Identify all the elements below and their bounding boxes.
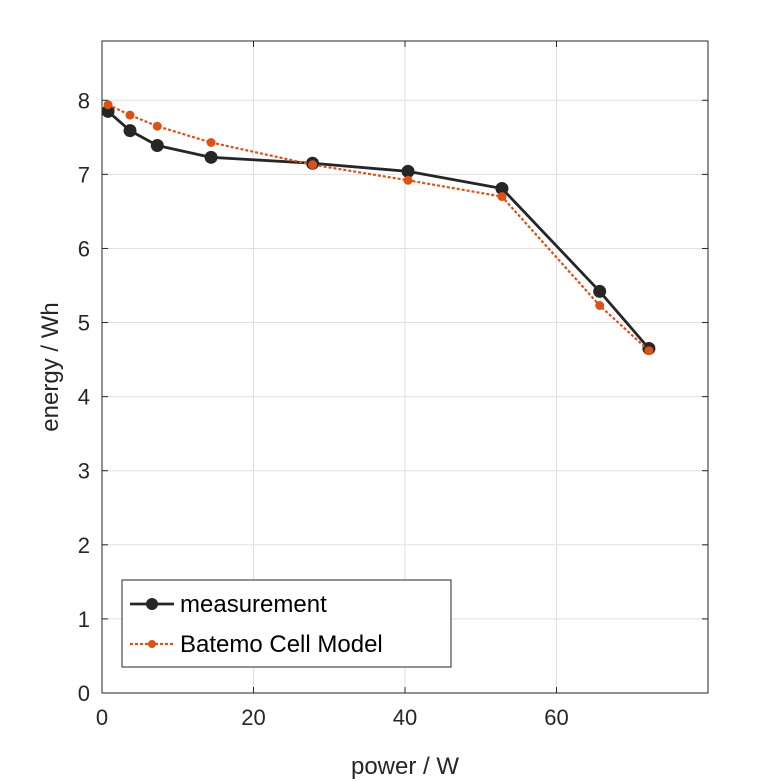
legend-entry-measurement: measurement [180,591,327,618]
legend: measurement Batemo Cell Model [121,579,452,668]
legend-entry-batemo: Batemo Cell Model [180,631,383,658]
axis-ticks: 0 20 40 60 0 1 2 3 4 5 6 7 8 [78,41,708,730]
x-tick-label: 0 [96,705,108,730]
data-point [593,284,607,298]
y-tick-label: 3 [78,459,90,484]
data-point [595,301,605,311]
data-point [644,346,654,356]
grid-lines [101,41,708,694]
data-point [150,138,164,152]
y-tick-label: 2 [78,533,90,558]
legend-swatch-marker-batemo [148,640,156,648]
data-point [206,138,216,148]
y-tick-label: 7 [78,162,90,187]
x-tick-label: 40 [393,705,417,730]
data-point [125,110,135,120]
x-tick-label: 60 [544,705,568,730]
data-point [308,160,318,170]
legend-box [121,579,452,668]
y-tick-label: 5 [78,311,90,336]
legend-swatch-marker-measurement [146,598,158,610]
y-tick-label: 8 [78,88,90,113]
data-point [123,124,137,138]
y-tick-label: 1 [78,607,90,632]
data-point [497,192,507,202]
y-tick-label: 6 [78,236,90,261]
data-point [152,121,162,131]
data-point [401,164,415,178]
series-batemo-cell-model [103,100,654,356]
data-point [403,175,413,185]
series-layer [101,100,656,356]
x-tick-label: 20 [241,705,265,730]
y-tick-label: 0 [78,681,90,706]
y-tick-label: 4 [78,385,90,410]
y-axis-label: energy / Wh [37,302,64,431]
x-axis-label: power / W [351,753,459,780]
data-point [204,150,218,164]
data-point [103,100,113,110]
